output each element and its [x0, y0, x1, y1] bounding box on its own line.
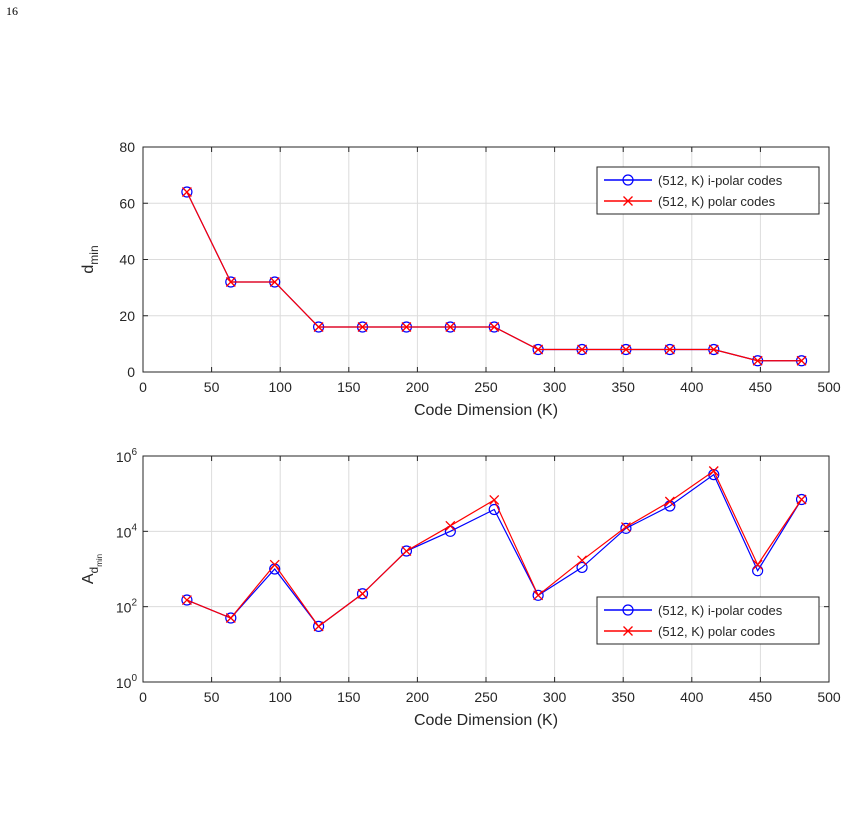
- point-x: [620, 344, 631, 355]
- point-circle: [576, 561, 588, 574]
- point-x: [664, 344, 675, 355]
- point-circle: [400, 545, 413, 557]
- point-x: [623, 196, 633, 206]
- point-x: [533, 590, 544, 601]
- legend-entry: (512, K) i-polar codes: [658, 603, 783, 618]
- point-circle: [532, 589, 544, 601]
- point-circle: [181, 186, 193, 198]
- point-x: [533, 344, 544, 355]
- legend-entry: (512, K) polar codes: [658, 194, 776, 209]
- point-x: [225, 277, 236, 287]
- point-x: [357, 322, 368, 332]
- legend: (512, K) i-polar codes (512, K) polar cod…: [596, 596, 820, 645]
- y-tick-label: 104: [116, 522, 138, 540]
- point-x: [401, 546, 412, 556]
- point-x: [489, 495, 500, 505]
- point-circle: [356, 588, 369, 600]
- point-x: [620, 522, 631, 533]
- point-x: [181, 187, 192, 197]
- y-tick-label: 100: [116, 673, 138, 691]
- x-tick-label: 400: [680, 689, 704, 705]
- x-tick-label: 0: [139, 689, 147, 705]
- point-x: [577, 555, 587, 566]
- point-x: [752, 559, 763, 570]
- point-circle: [622, 174, 634, 186]
- y-tick-label: 60: [119, 195, 135, 211]
- y-axis-label: Admin: [80, 554, 104, 584]
- point-circle: [225, 612, 237, 624]
- point-x: [796, 355, 807, 366]
- legend-entry: (512, K) polar codes: [658, 624, 776, 639]
- point-x: [623, 626, 633, 636]
- point-circle: [795, 493, 808, 506]
- dmin-chart: 0 50 100 150 200 250 300 350 400 450 500 0 20 40 60 80 C…: [80, 139, 841, 419]
- y-tick-label: 106: [116, 447, 138, 465]
- x-tick-label: 50: [204, 379, 220, 395]
- series-line: [186, 473, 803, 628]
- x-tick-label: 250: [474, 689, 498, 705]
- y-tick-label: 102: [116, 598, 138, 616]
- point-x: [796, 494, 807, 505]
- legend-entry: (512, K) i-polar codes: [658, 173, 783, 188]
- point-x: [401, 322, 412, 332]
- x-tick-label: 500: [817, 689, 841, 705]
- x-tick-label: 350: [612, 379, 636, 395]
- y-axis-label: dmin: [80, 245, 101, 273]
- point-x: [577, 344, 587, 355]
- point-x: [269, 277, 280, 287]
- y-tick-label: 0: [127, 364, 135, 380]
- point-x: [181, 595, 192, 605]
- x-tick-label: 100: [269, 379, 293, 395]
- x-tick-label: 0: [139, 379, 147, 395]
- point-circle: [181, 594, 193, 606]
- series-polar: [181, 466, 807, 632]
- point-x: [313, 621, 324, 632]
- page-number: 16: [6, 4, 18, 18]
- point-circle: [313, 620, 325, 632]
- point-x: [445, 322, 456, 332]
- legend-box: [596, 596, 820, 645]
- x-tick-label: 200: [406, 689, 430, 705]
- y-tick-label: 80: [119, 139, 135, 155]
- point-x: [489, 322, 500, 332]
- x-tick-label: 150: [337, 689, 361, 705]
- legend: (512, K) i-polar codes (512, K) polar cod…: [596, 166, 820, 215]
- point-x: [357, 588, 368, 599]
- x-tick-label: 150: [337, 379, 361, 395]
- point-x: [752, 355, 763, 366]
- x-axis-label: Code Dimension (K): [414, 402, 558, 419]
- point-circle: [620, 522, 632, 534]
- x-tick-label: 300: [543, 379, 567, 395]
- x-tick-label: 100: [269, 689, 293, 705]
- point-x: [445, 520, 456, 531]
- x-tick-label: 350: [612, 689, 636, 705]
- x-tick-label: 450: [749, 689, 773, 705]
- x-tick-label: 400: [680, 379, 704, 395]
- point-x: [708, 466, 719, 476]
- point-circle: [622, 604, 634, 616]
- x-tick-label: 500: [817, 379, 841, 395]
- x-tick-label: 450: [749, 379, 773, 395]
- point-x: [313, 322, 324, 332]
- series-polar: [181, 187, 807, 366]
- x-tick-label: 250: [474, 379, 498, 395]
- weight-count-chart: 0 50 100 150 200 250 300 350 400 450 500 100 102 104 1…: [80, 447, 841, 729]
- x-axis-label: Code Dimension (K): [414, 712, 558, 729]
- x-tick-label: 300: [543, 689, 567, 705]
- y-tick-label: 20: [119, 308, 135, 324]
- point-x: [225, 613, 236, 623]
- point-x: [708, 344, 719, 355]
- point-x: [269, 559, 280, 570]
- x-tick-label: 200: [406, 379, 430, 395]
- legend-box: [596, 166, 820, 215]
- y-tick-label: 40: [119, 252, 135, 268]
- point-x: [664, 496, 675, 507]
- x-tick-label: 50: [204, 689, 220, 705]
